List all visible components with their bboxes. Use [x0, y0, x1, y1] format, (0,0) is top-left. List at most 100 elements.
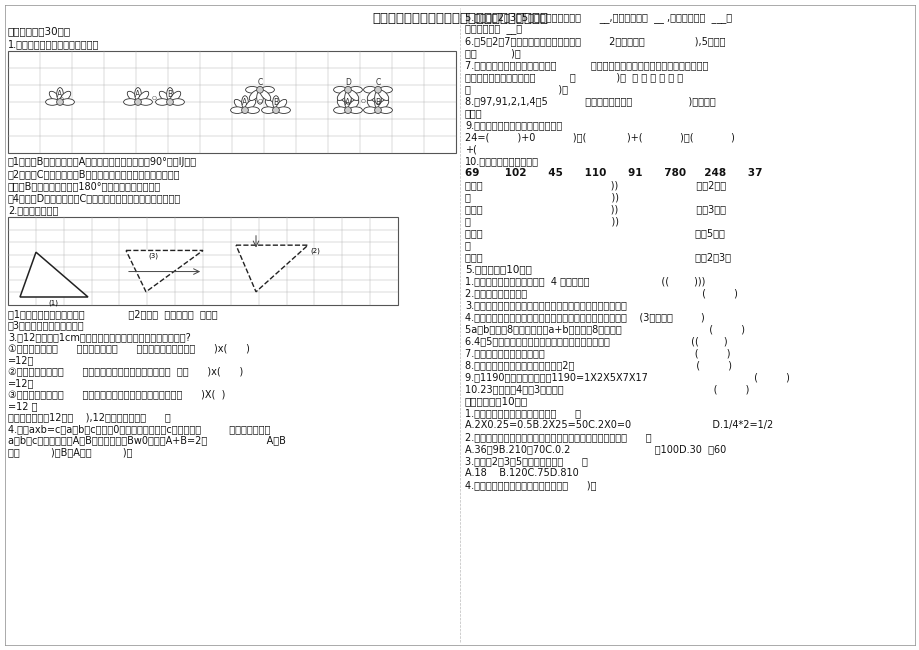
Ellipse shape — [349, 86, 362, 93]
Text: O: O — [152, 96, 156, 101]
Text: =12 。: =12 。 — [8, 401, 38, 411]
Bar — [8, 217, 398, 305]
Ellipse shape — [337, 90, 347, 101]
Text: （                                             )): （ )) — [464, 216, 618, 226]
Text: 1.根据图形的位置关系回答问题。: 1.根据图形的位置关系回答问题。 — [8, 39, 99, 49]
Circle shape — [57, 99, 63, 105]
Ellipse shape — [234, 99, 244, 110]
Text: B: B — [375, 98, 380, 107]
Text: A: A — [242, 98, 247, 107]
Ellipse shape — [272, 96, 279, 109]
Text: 9.把1190分解因数可以写成1190=1X2X5X7X17                                  (         ): 9.把1190分解因数可以写成1190=1X2X5X7X17 ( ) — [464, 372, 789, 382]
Text: （1）图形B可以看作图形A绕点（）顺时针方向旋转90°得至IJ的。: （1）图形B可以看作图形A绕点（）顺时针方向旋转90°得至IJ的。 — [8, 157, 197, 167]
Ellipse shape — [171, 99, 184, 105]
Text: D: D — [345, 78, 350, 86]
Text: +(: +( — [464, 144, 476, 154]
Text: A: A — [57, 90, 62, 99]
Ellipse shape — [46, 99, 59, 105]
Ellipse shape — [374, 91, 380, 104]
Text: 8.在97,91,2,1,4这5            个数中，合数有（                  )，质数有: 8.在97,91,2,1,4这5 个数中，合数有（ )，质数有 — [464, 96, 715, 106]
Ellipse shape — [62, 99, 74, 105]
Text: 一、填空题（30分）: 一、填空题（30分） — [8, 26, 71, 36]
Text: （                                             )): （ )) — [464, 192, 618, 202]
Text: 1.属于因数和倍数关系的等式是（      ）: 1.属于因数和倍数关系的等式是（ ） — [464, 408, 581, 418]
Text: O: O — [257, 99, 262, 104]
Text: 以上所填的都是12的（    ),12是这些数的（）      。: 以上所填的都是12的（ ),12是这些数的（） 。 — [8, 413, 171, 422]
Text: a和b是c的（）。如果A、B是两个整数（Bw0），且A+B=2，                   A是B: a和b是c的（）。如果A、B是两个整数（Bw0），且A+B=2， A是B — [8, 436, 286, 445]
Text: 三、选择题（10分）: 三、选择题（10分） — [464, 396, 528, 406]
Text: ③还可以摆成长是（      ）厘米，宽是（）厘米的长方形，即（      )X(  ): ③还可以摆成长是（ ）厘米，宽是（）厘米的长方形，即（ )X( ) — [8, 389, 225, 400]
Circle shape — [256, 86, 263, 93]
Text: 1.正方形是轴对称图形，它有  4 条对称轴。                       ((        ))): 1.正方形是轴对称图形，它有 4 条对称轴。 (( ))) — [464, 276, 705, 286]
Ellipse shape — [348, 99, 358, 110]
Text: A.18    B.120C.75D.810: A.18 B.120C.75D.810 — [464, 468, 578, 478]
Text: A.36和9B.210和70C.0.2                           和100D.30  和60: A.36和9B.210和70C.0.2 和100D.30 和60 — [464, 444, 725, 454]
Circle shape — [345, 86, 351, 93]
Text: 奇数（                                         ))                         能被2整除: 奇数（ )) 能被2整除 — [464, 180, 725, 190]
Ellipse shape — [256, 91, 263, 104]
Text: 6.4、5这三个数字，无论怎样排列成三位数，一定是                          ((        ): 6.4、5这三个数字，无论怎样排列成三位数，一定是 (( ) — [464, 336, 727, 346]
Text: 最大三位数是  __。: 最大三位数是 __。 — [464, 24, 522, 34]
Text: 3.用12个边长是1cm的小正方形摆一个长方形，你会几种摆法?: 3.用12个边长是1cm的小正方形摆一个长方形，你会几种摆法? — [8, 332, 190, 342]
Bar — [8, 51, 456, 153]
Ellipse shape — [378, 99, 389, 110]
Text: ⑶图形B绕点。顺时针旋转180°到图形（）所在位置。: ⑶图形B绕点。顺时针旋转180°到图形（）所在位置。 — [8, 181, 161, 191]
Text: 5a、b两都是8的倍数，那么a+b的和也是8的倍数。                            (         ): 5a、b两都是8的倍数，那么a+b的和也是8的倍数。 ( ) — [464, 324, 744, 334]
Text: 2.圆不是轴对称图形。                                                        (         ): 2.圆不是轴对称图形。 ( ) — [464, 288, 737, 298]
Text: 7.两个质数的积一定是合数。                                                (         ): 7.两个质数的积一定是合数。 ( ) — [464, 348, 730, 358]
Ellipse shape — [261, 107, 275, 114]
Ellipse shape — [242, 96, 248, 109]
Text: 的（          )，B是A的（          )。: 的（ )，B是A的（ )。 — [8, 447, 132, 457]
Ellipse shape — [363, 107, 377, 114]
Text: 位是最小的合数，这个数是           （             )，  分 解 质 因 数 是: 位是最小的合数，这个数是 （ )， 分 解 质 因 数 是 — [464, 72, 683, 82]
Text: C: C — [257, 78, 262, 86]
Polygon shape — [126, 250, 203, 292]
Text: 10.把下面各数按要求填。: 10.把下面各数按要求填。 — [464, 156, 539, 166]
Circle shape — [166, 99, 173, 105]
Ellipse shape — [334, 107, 346, 114]
Ellipse shape — [265, 99, 276, 110]
Ellipse shape — [231, 107, 244, 114]
Circle shape — [272, 107, 279, 114]
Ellipse shape — [379, 107, 392, 114]
Ellipse shape — [349, 107, 362, 114]
Text: ②也可以摆成长是（      ）厘米，宽是（）厘米的长方形，  即（      )x(      ): ②也可以摆成长是（ ）厘米，宽是（）厘米的长方形， 即（ )x( ) — [8, 367, 243, 376]
Ellipse shape — [277, 107, 290, 114]
Text: B: B — [167, 90, 173, 99]
Text: ①可以摆成长是（      ）厘米，宽是（      ）厘米的长方形，即（      )x(      ): ①可以摆成长是（ ）厘米，宽是（ ）厘米的长方形，即（ )x( ) — [8, 343, 250, 354]
Text: 4.如果axb=c（a、b、c是不为0的整数），那么，c是（）和（         ）的倍数，那么: 4.如果axb=c（a、b、c是不为0的整数），那么，c是（）和（ ）的倍数，那… — [8, 424, 270, 434]
Text: 人教版小学五年级数学下册第一二单元阶段测试卷: 人教版小学五年级数学下册第一二单元阶段测试卷 — [371, 12, 548, 25]
Text: O: O — [360, 99, 365, 104]
Text: 4.正方形的边长是质数，它的周长是（      )。: 4.正方形的边长是质数，它的周长是（ )。 — [464, 480, 596, 490]
Ellipse shape — [379, 86, 392, 93]
Ellipse shape — [337, 99, 347, 110]
Ellipse shape — [166, 88, 173, 101]
Ellipse shape — [159, 91, 169, 101]
Ellipse shape — [245, 86, 258, 93]
Ellipse shape — [139, 99, 153, 105]
Text: （1）向（）平移了（）格。              （2）向（  ）平移了（  ）格。: （1）向（）平移了（）格。 （2）向（ ）平移了（ ）格。 — [8, 309, 218, 319]
Ellipse shape — [155, 99, 168, 105]
Circle shape — [374, 107, 381, 114]
Text: A: A — [345, 98, 350, 107]
Ellipse shape — [245, 99, 255, 110]
Text: 质数（                                                                    能被5整除: 质数（ 能被5整除 — [464, 228, 724, 238]
Text: 5.整除画题（10分）: 5.整除画题（10分） — [464, 264, 531, 274]
Ellipse shape — [249, 90, 259, 101]
Ellipse shape — [61, 91, 71, 101]
Text: B: B — [273, 98, 278, 107]
Circle shape — [345, 107, 351, 114]
Ellipse shape — [378, 90, 389, 101]
Ellipse shape — [57, 88, 63, 101]
Text: 5.能同时被2、3和5整除的最小三位数是      __,最大两位数是  __ ,最小两位数是  ___，: 5.能同时被2、3和5整除的最小三位数是 __,最大两位数是 __ ,最小两位数… — [464, 12, 732, 23]
Ellipse shape — [260, 90, 270, 101]
Ellipse shape — [138, 91, 149, 101]
Text: 6.用5、2、7三个数字排成一个三位数，         2的倍数有（                ),5的倍数: 6.用5、2、7三个数字排成一个三位数， 2的倍数有（ ),5的倍数 — [464, 36, 725, 46]
Ellipse shape — [123, 99, 137, 105]
Ellipse shape — [134, 88, 142, 101]
Ellipse shape — [127, 91, 138, 101]
Text: 3.利用平移、对称和旋转变换可以设计许多美丽的镶嵌图案。: 3.利用平移、对称和旋转变换可以设计许多美丽的镶嵌图案。 — [464, 300, 626, 310]
Text: 24=(         )+0            )二(             )+(            )二(            ): 24=( )+0 )二( )+( )二( ) — [464, 132, 734, 142]
Text: 4.一个数的因数的个数是有限的，它的倍数的个数是无限的。    (3的倍数，         ): 4.一个数的因数的个数是有限的，它的倍数的个数是无限的。 (3的倍数， ) — [464, 312, 704, 322]
Text: 3.同时是2、3、5的倍数的是。（      ）: 3.同时是2、3、5的倍数的是。（ ） — [464, 456, 587, 466]
